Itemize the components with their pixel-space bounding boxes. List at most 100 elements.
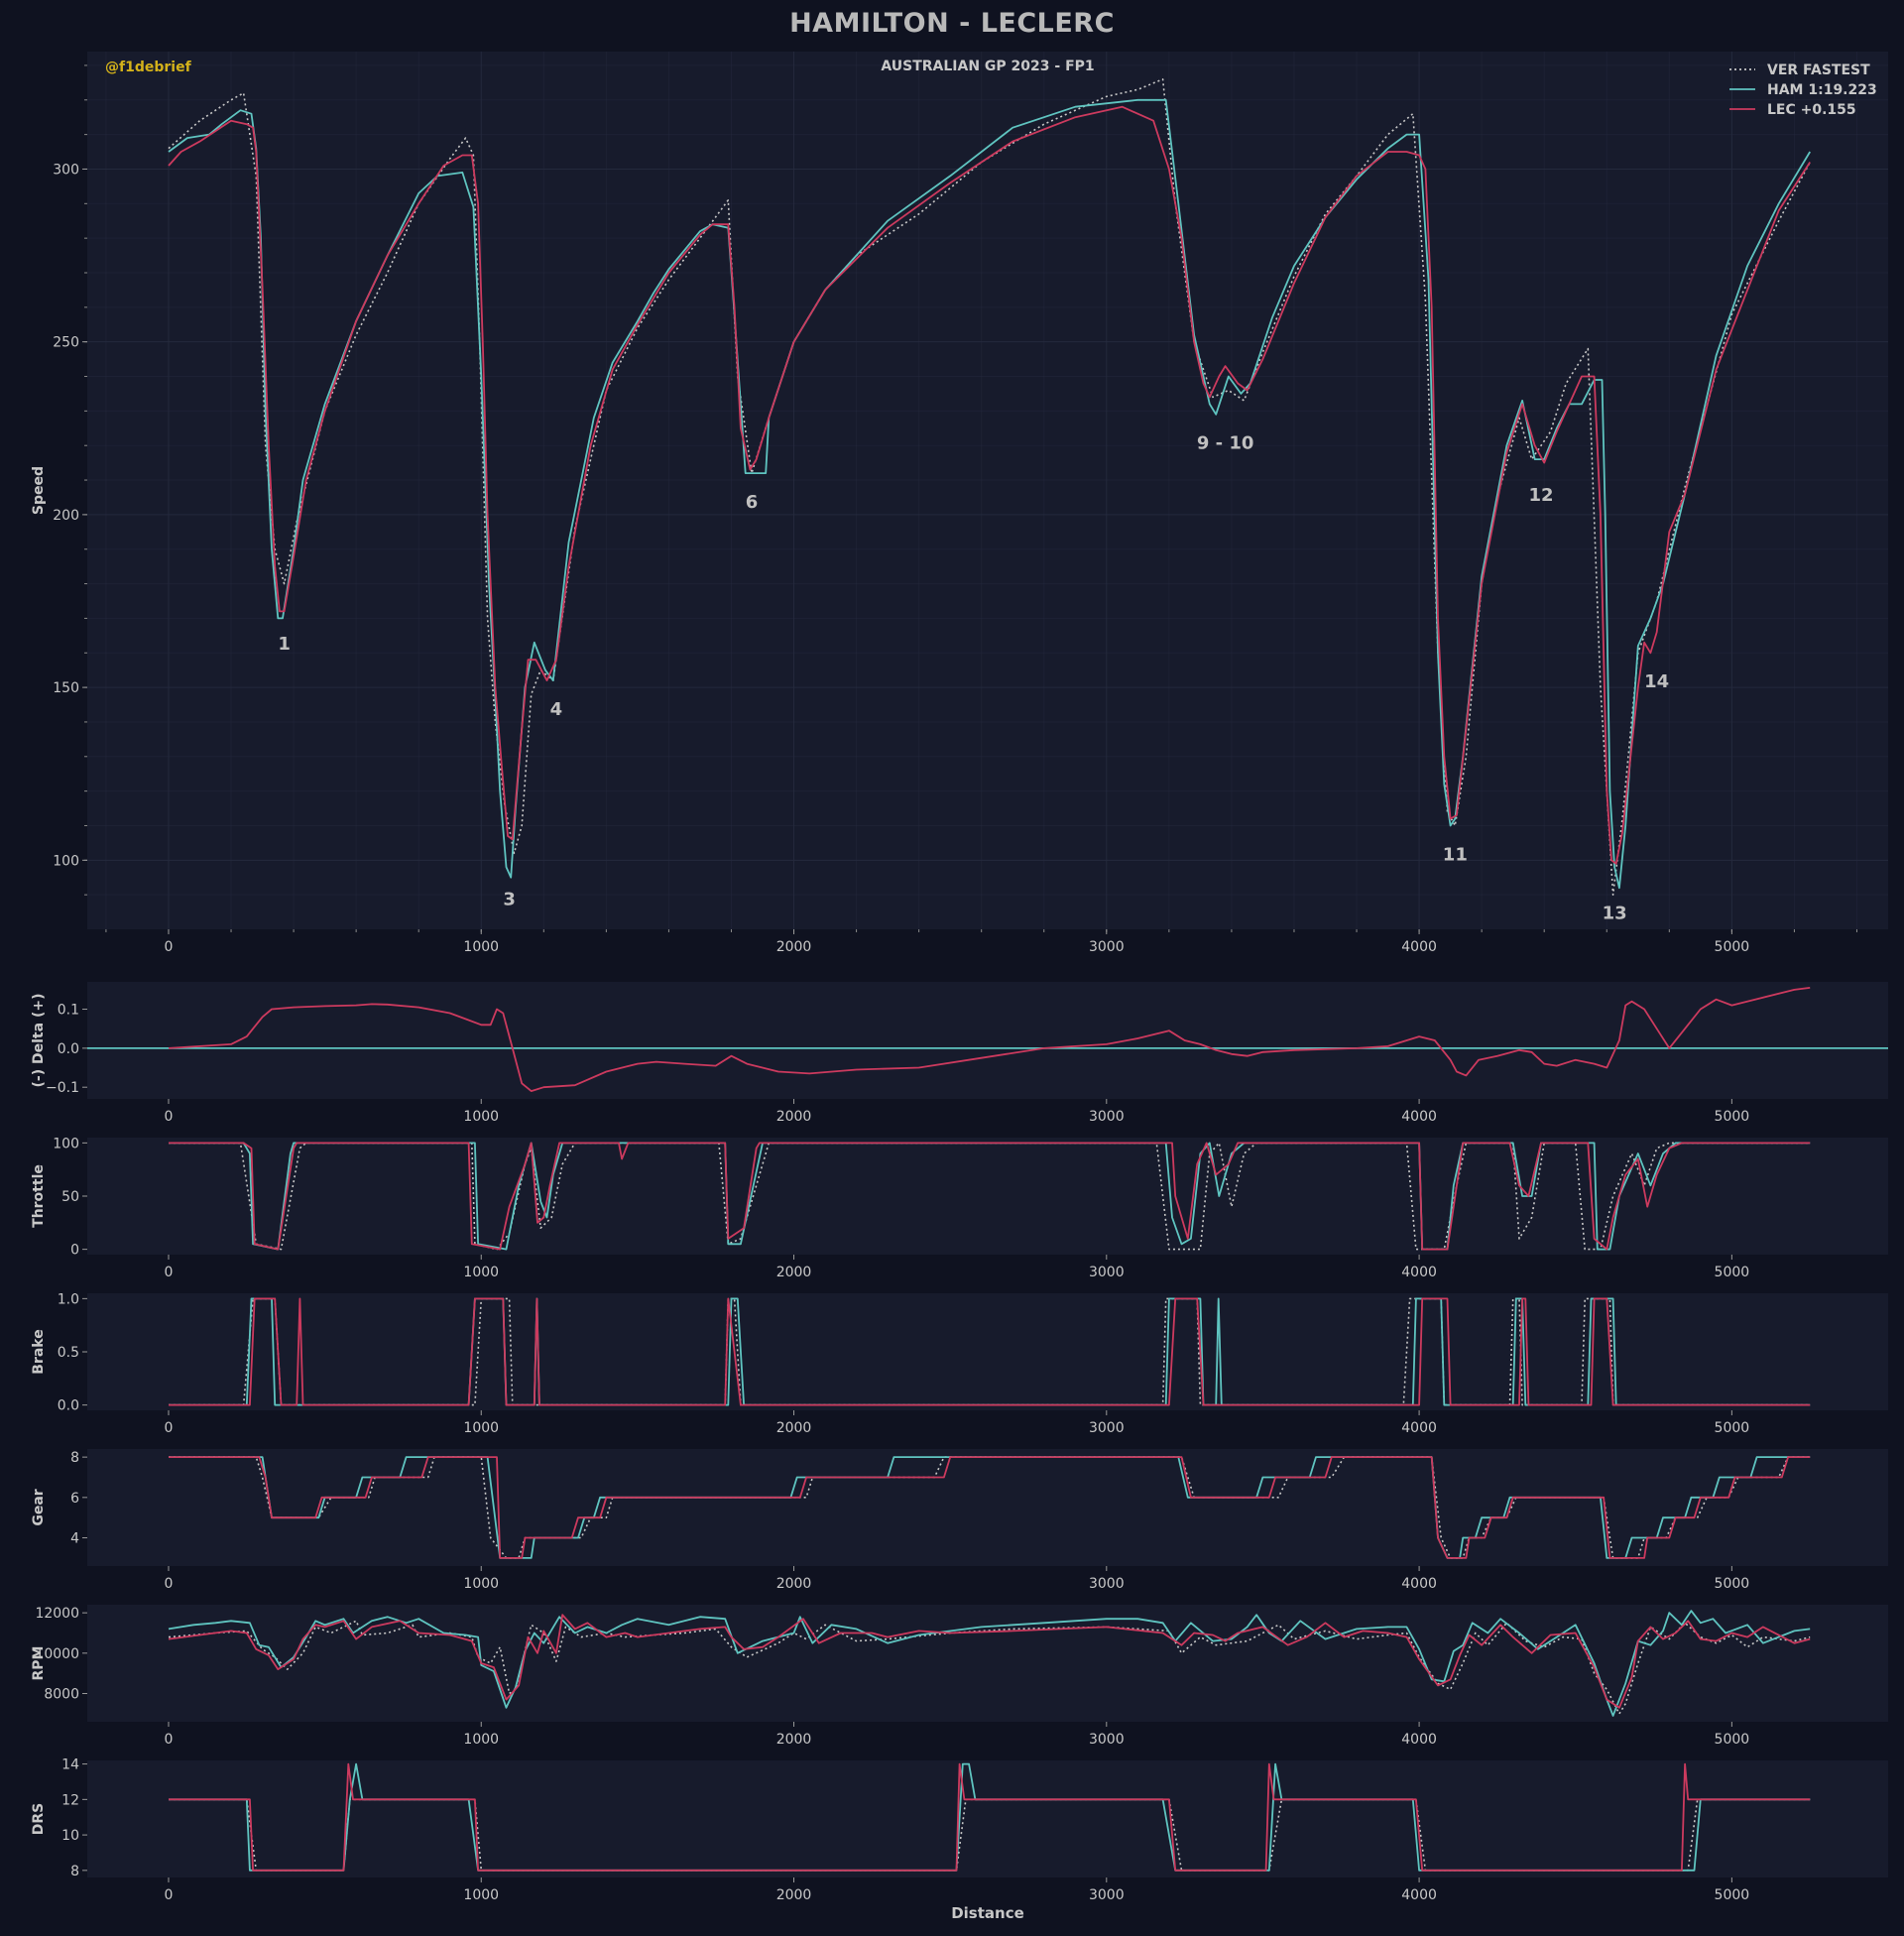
y-axis-label: (-) Delta (+)	[31, 994, 47, 1088]
y-tick-label: 0	[70, 1243, 79, 1259]
corner-label: 13	[1603, 904, 1627, 924]
grid	[87, 52, 1888, 929]
y-tick-label: 14	[61, 1757, 79, 1773]
series-line-lec	[169, 1762, 1811, 1872]
x-tick-label: 4000	[1401, 1265, 1437, 1280]
panel-gear: 4 6 8 0 1000 2000 3000 4000 5000 Gear	[31, 1449, 1888, 1592]
series-group	[168, 78, 1811, 896]
y-axis-label: RPM	[31, 1646, 47, 1681]
series-group	[169, 1297, 1811, 1406]
y-tick-label: 1.0	[58, 1291, 79, 1307]
corner-label: 12	[1529, 485, 1554, 506]
x-tick-label: 5000	[1715, 1265, 1750, 1280]
legend-label: VER FASTEST	[1767, 62, 1870, 78]
y-tick-label: 10	[61, 1828, 79, 1844]
y-tick-label: 8	[70, 1450, 79, 1466]
series-line-ver	[169, 1142, 1811, 1251]
corner-label: 6	[746, 492, 759, 513]
x-tick-label: 0	[165, 1420, 174, 1436]
y-tick-label: 0.0	[58, 1041, 79, 1057]
corner-label: 3	[503, 890, 516, 910]
plot-area	[87, 1293, 1888, 1410]
x-tick-label: 2000	[776, 1887, 812, 1903]
x-tick-label: 3000	[1089, 1265, 1125, 1280]
panel-drs: 8 10 12 14 0 1000 2000 3000 4000 5000 DRS	[31, 1757, 1888, 1903]
corner-label: 4	[550, 699, 563, 720]
x-tick-label: 5000	[1715, 1732, 1750, 1748]
x-tick-label: 1000	[463, 1887, 499, 1903]
x-tick-label: 1000	[463, 1732, 499, 1748]
x-tick-label: 0	[165, 1732, 174, 1748]
x-tick-label: 2000	[776, 1265, 812, 1280]
series-group	[168, 1610, 1811, 1717]
series-line-lec	[168, 1614, 1811, 1709]
y-tick-label: 100	[53, 853, 79, 869]
legend-label: LEC +0.155	[1767, 102, 1856, 118]
plot-area	[87, 1449, 1888, 1566]
y-tick-label: 50	[61, 1189, 79, 1205]
x-tick-label: 2000	[776, 1732, 812, 1748]
figure-title: HAMILTON - LECLERC	[789, 8, 1115, 39]
x-tick-label: 2000	[776, 1420, 812, 1436]
x-tick-label: 3000	[1089, 1109, 1125, 1125]
y-tick-label: 12000	[35, 1606, 79, 1622]
x-tick-label: 1000	[463, 939, 499, 955]
y-tick-label: 150	[53, 680, 79, 696]
y-axis-label: DRS	[31, 1803, 47, 1835]
plot-area	[87, 982, 1888, 1099]
y-axis-label: Gear	[31, 1489, 47, 1525]
x-tick-label: 2000	[776, 1109, 812, 1125]
x-tick-label: 3000	[1089, 1732, 1125, 1748]
series-line-ver	[168, 78, 1811, 896]
series-group	[87, 987, 1888, 1092]
x-tick-label: 0	[165, 1109, 174, 1125]
x-tick-label: 0	[165, 1576, 174, 1592]
x-tick-label: 5000	[1715, 1420, 1750, 1436]
x-tick-label: 5000	[1715, 1887, 1750, 1903]
y-tick-label: 8000	[44, 1687, 79, 1703]
x-tick-label: 3000	[1089, 1887, 1125, 1903]
x-tick-label: 1000	[463, 1420, 499, 1436]
x-tick-label: 4000	[1401, 1732, 1437, 1748]
plot-area	[87, 1138, 1888, 1255]
y-tick-label: 0.0	[58, 1398, 79, 1414]
series-group	[169, 1456, 1811, 1559]
series-line-lec	[169, 1456, 1811, 1559]
corner-label: 1	[278, 634, 291, 655]
x-tick-label: 2000	[776, 939, 812, 955]
y-tick-label: −0.1	[46, 1080, 79, 1096]
x-tick-label: 1000	[463, 1576, 499, 1592]
panel-brake: 0.0 0.5 1.0 0 1000 2000 3000 4000 5000 Brake	[31, 1291, 1888, 1436]
y-tick-label: 10000	[35, 1646, 79, 1662]
corner-label: 11	[1443, 844, 1468, 865]
y-tick-label: 250	[53, 335, 79, 351]
x-axis-label: Distance	[951, 1904, 1024, 1922]
legend-label: HAM 1:19.223	[1767, 82, 1877, 98]
series-line-ham	[169, 1762, 1811, 1872]
y-axis-label: Throttle	[31, 1164, 47, 1228]
y-tick-label: 300	[53, 162, 79, 178]
series-group	[169, 1142, 1811, 1251]
y-tick-label: 200	[53, 508, 79, 524]
y-axis-label: Speed	[31, 466, 47, 515]
x-tick-label: 4000	[1401, 1420, 1437, 1436]
corner-label: 14	[1644, 671, 1669, 692]
panel-delta: −0.1 0.0 0.1 0 1000 2000 3000 4000 5000 (-) Delta…	[31, 982, 1888, 1125]
y-axis-label: Brake	[31, 1329, 47, 1374]
y-tick-label: 0.5	[58, 1345, 79, 1361]
legend: VER FASTEST HAM 1:19.223 LEC +0.155	[1729, 62, 1877, 118]
plot-area	[87, 52, 1888, 929]
series-line-lec	[169, 1297, 1811, 1406]
y-tick-label: 6	[70, 1491, 79, 1507]
x-tick-label: 5000	[1715, 939, 1750, 955]
series-line-lec	[168, 987, 1811, 1092]
x-tick-label: 0	[165, 939, 174, 955]
x-tick-label: 5000	[1715, 1576, 1750, 1592]
y-tick-label: 0.1	[58, 1003, 79, 1019]
x-tick-label: 5000	[1715, 1109, 1750, 1125]
x-tick-label: 3000	[1089, 1420, 1125, 1436]
panel-rpm: 8000 10000 12000 0 1000 2000 3000 4000 5000 RPM	[31, 1605, 1888, 1748]
x-tick-label: 4000	[1401, 939, 1437, 955]
